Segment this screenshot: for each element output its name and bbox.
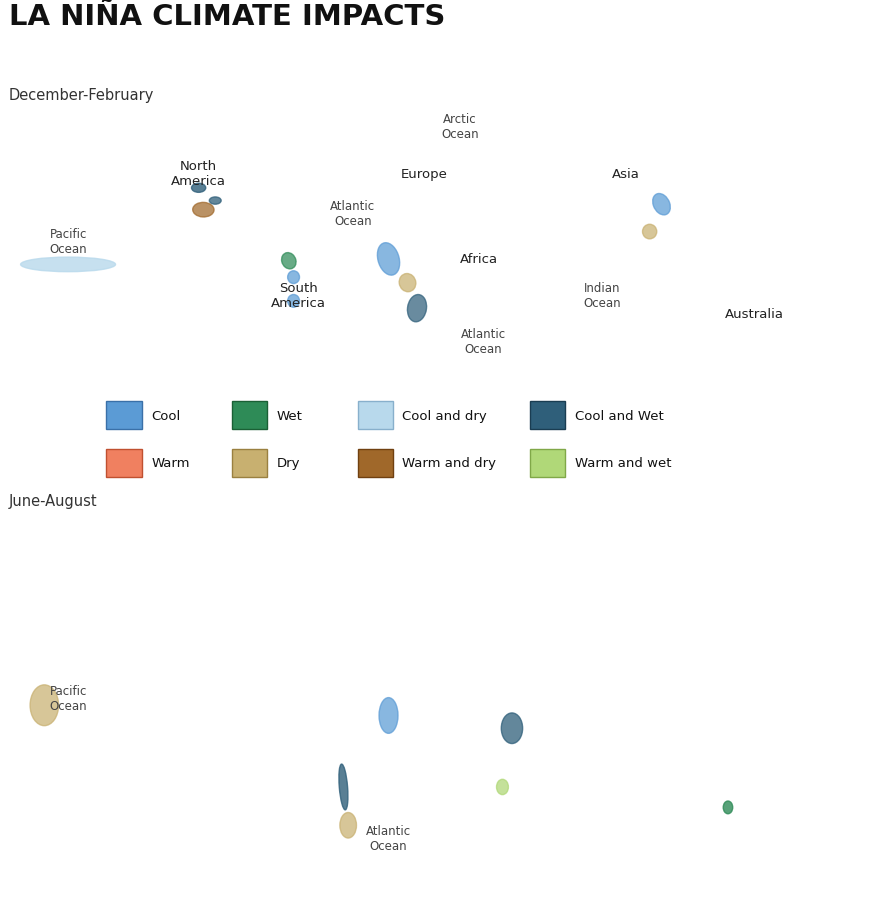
Text: Atlantic
Ocean: Atlantic Ocean (330, 200, 376, 228)
Text: Cool: Cool (151, 409, 181, 422)
Text: Cool and Wet: Cool and Wet (575, 409, 664, 422)
Text: Australia: Australia (725, 308, 784, 321)
Text: Cool and dry: Cool and dry (402, 409, 487, 422)
FancyBboxPatch shape (358, 449, 393, 477)
FancyBboxPatch shape (530, 449, 566, 477)
FancyBboxPatch shape (232, 401, 267, 430)
Ellipse shape (652, 194, 671, 216)
Text: Atlantic
Ocean: Atlantic Ocean (366, 824, 411, 852)
Ellipse shape (282, 253, 296, 270)
Ellipse shape (340, 813, 357, 838)
Text: Dry: Dry (276, 457, 300, 470)
Ellipse shape (21, 258, 115, 272)
Ellipse shape (378, 243, 399, 276)
Ellipse shape (379, 698, 398, 733)
Text: Indian
Ocean: Indian Ocean (583, 282, 621, 310)
Ellipse shape (30, 685, 58, 726)
Ellipse shape (643, 225, 657, 240)
Ellipse shape (496, 780, 508, 794)
Ellipse shape (501, 713, 522, 743)
Ellipse shape (723, 801, 732, 814)
Text: Asia: Asia (612, 168, 640, 180)
FancyBboxPatch shape (530, 401, 566, 430)
Text: South
America: South America (271, 282, 326, 310)
Text: December-February: December-February (9, 87, 154, 103)
Text: Wet: Wet (276, 409, 303, 422)
Text: North
America: North America (171, 160, 226, 188)
Text: Warm and dry: Warm and dry (402, 457, 496, 470)
Text: Warm: Warm (151, 457, 189, 470)
Text: Pacific
Ocean: Pacific Ocean (49, 684, 87, 711)
FancyBboxPatch shape (106, 449, 142, 477)
FancyBboxPatch shape (106, 401, 142, 430)
Text: Atlantic
Ocean: Atlantic Ocean (461, 328, 506, 355)
Ellipse shape (288, 295, 299, 308)
Text: Arctic
Ocean: Arctic Ocean (441, 113, 479, 140)
FancyBboxPatch shape (358, 401, 393, 430)
Ellipse shape (288, 271, 299, 284)
Ellipse shape (193, 203, 214, 218)
Ellipse shape (339, 764, 348, 810)
Ellipse shape (209, 198, 221, 205)
Text: Warm and wet: Warm and wet (575, 457, 671, 470)
Ellipse shape (399, 274, 416, 292)
Ellipse shape (192, 184, 206, 193)
Text: Europe: Europe (401, 168, 447, 180)
Ellipse shape (407, 295, 426, 322)
Text: Pacific
Ocean: Pacific Ocean (49, 228, 87, 255)
Text: Africa: Africa (460, 253, 498, 266)
Text: LA NIÑA CLIMATE IMPACTS: LA NIÑA CLIMATE IMPACTS (9, 3, 445, 31)
Text: June-August: June-August (9, 494, 98, 508)
FancyBboxPatch shape (232, 449, 267, 477)
